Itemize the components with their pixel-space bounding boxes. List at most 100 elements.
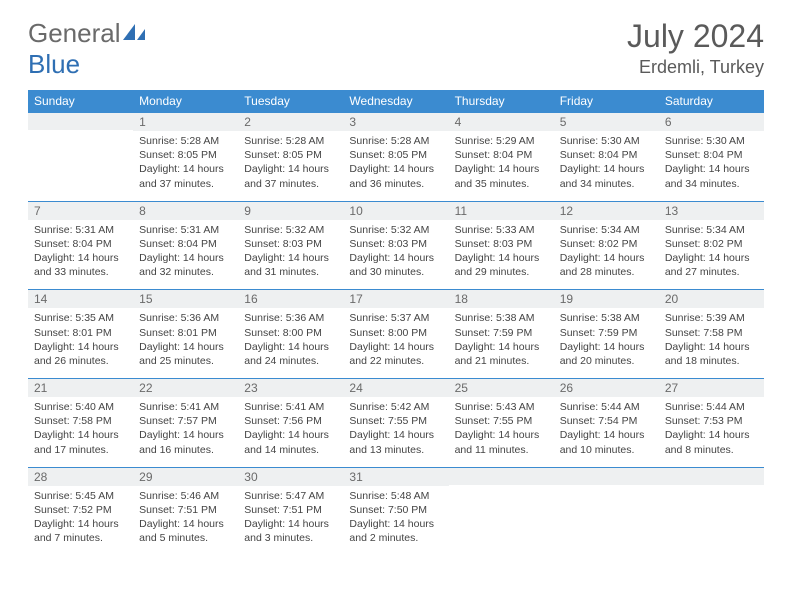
- day-details: Sunrise: 5:33 AMSunset: 8:03 PMDaylight:…: [449, 220, 554, 290]
- brand-logo: GeneralBlue: [28, 18, 151, 80]
- day-line: Sunset: 8:01 PM: [139, 326, 232, 340]
- day-line: Sunrise: 5:41 AM: [139, 400, 232, 414]
- day-line: Daylight: 14 hours: [139, 162, 232, 176]
- day-line: Sunset: 8:02 PM: [665, 237, 758, 251]
- day-details: Sunrise: 5:44 AMSunset: 7:54 PMDaylight:…: [554, 397, 659, 467]
- day-line: and 18 minutes.: [665, 354, 758, 368]
- day-line: and 5 minutes.: [139, 531, 232, 545]
- day-details: Sunrise: 5:28 AMSunset: 8:05 PMDaylight:…: [343, 131, 448, 201]
- dow-thursday: Thursday: [449, 90, 554, 113]
- day-line: Sunrise: 5:43 AM: [455, 400, 548, 414]
- day-line: and 32 minutes.: [139, 265, 232, 279]
- day-number: [449, 468, 554, 485]
- day-number: 22: [133, 379, 238, 397]
- day-of-week-row: Sunday Monday Tuesday Wednesday Thursday…: [28, 90, 764, 113]
- day-line: Sunrise: 5:34 AM: [560, 223, 653, 237]
- day-details: Sunrise: 5:32 AMSunset: 8:03 PMDaylight:…: [343, 220, 448, 290]
- day-details: Sunrise: 5:38 AMSunset: 7:59 PMDaylight:…: [554, 308, 659, 378]
- day-details: Sunrise: 5:41 AMSunset: 7:56 PMDaylight:…: [238, 397, 343, 467]
- day-line: and 11 minutes.: [455, 443, 548, 457]
- day-line: Daylight: 14 hours: [455, 340, 548, 354]
- day-line: Sunrise: 5:28 AM: [139, 134, 232, 148]
- day-details: Sunrise: 5:41 AMSunset: 7:57 PMDaylight:…: [133, 397, 238, 467]
- day-line: Sunset: 8:05 PM: [349, 148, 442, 162]
- day-details: Sunrise: 5:42 AMSunset: 7:55 PMDaylight:…: [343, 397, 448, 467]
- calendar-table: Sunday Monday Tuesday Wednesday Thursday…: [28, 90, 764, 555]
- day-details: [28, 130, 133, 188]
- day-line: Sunset: 7:53 PM: [665, 414, 758, 428]
- day-number: 9: [238, 202, 343, 220]
- day-line: Sunrise: 5:41 AM: [244, 400, 337, 414]
- day-details: Sunrise: 5:30 AMSunset: 8:04 PMDaylight:…: [659, 131, 764, 201]
- day-line: Sunset: 8:00 PM: [349, 326, 442, 340]
- day-details: Sunrise: 5:31 AMSunset: 8:04 PMDaylight:…: [28, 220, 133, 290]
- day-number: 1: [133, 113, 238, 131]
- day-line: Daylight: 14 hours: [139, 428, 232, 442]
- day-number: 21: [28, 379, 133, 397]
- day-cell: 5Sunrise: 5:30 AMSunset: 8:04 PMDaylight…: [554, 113, 659, 202]
- day-cell: 11Sunrise: 5:33 AMSunset: 8:03 PMDayligh…: [449, 201, 554, 290]
- day-cell: 19Sunrise: 5:38 AMSunset: 7:59 PMDayligh…: [554, 290, 659, 379]
- day-cell: 2Sunrise: 5:28 AMSunset: 8:05 PMDaylight…: [238, 113, 343, 202]
- day-line: Sunset: 8:04 PM: [560, 148, 653, 162]
- day-line: Sunrise: 5:30 AM: [665, 134, 758, 148]
- day-line: Daylight: 14 hours: [349, 428, 442, 442]
- day-line: Daylight: 14 hours: [665, 340, 758, 354]
- day-details: Sunrise: 5:36 AMSunset: 8:01 PMDaylight:…: [133, 308, 238, 378]
- day-cell: 6Sunrise: 5:30 AMSunset: 8:04 PMDaylight…: [659, 113, 764, 202]
- day-line: Daylight: 14 hours: [244, 340, 337, 354]
- dow-saturday: Saturday: [659, 90, 764, 113]
- day-line: Daylight: 14 hours: [244, 162, 337, 176]
- day-number: 5: [554, 113, 659, 131]
- week-row: 21Sunrise: 5:40 AMSunset: 7:58 PMDayligh…: [28, 379, 764, 468]
- day-line: Daylight: 14 hours: [665, 162, 758, 176]
- day-cell: 7Sunrise: 5:31 AMSunset: 8:04 PMDaylight…: [28, 201, 133, 290]
- day-line: Sunrise: 5:47 AM: [244, 489, 337, 503]
- day-line: Sunrise: 5:29 AM: [455, 134, 548, 148]
- week-row: 7Sunrise: 5:31 AMSunset: 8:04 PMDaylight…: [28, 201, 764, 290]
- week-row: 1Sunrise: 5:28 AMSunset: 8:05 PMDaylight…: [28, 113, 764, 202]
- day-line: and 21 minutes.: [455, 354, 548, 368]
- day-line: Sunrise: 5:38 AM: [560, 311, 653, 325]
- day-line: and 27 minutes.: [665, 265, 758, 279]
- day-cell: 22Sunrise: 5:41 AMSunset: 7:57 PMDayligh…: [133, 379, 238, 468]
- day-line: and 22 minutes.: [349, 354, 442, 368]
- day-line: and 34 minutes.: [560, 177, 653, 191]
- day-line: Sunrise: 5:28 AM: [244, 134, 337, 148]
- day-details: Sunrise: 5:43 AMSunset: 7:55 PMDaylight:…: [449, 397, 554, 467]
- day-line: Sunset: 8:03 PM: [349, 237, 442, 251]
- day-cell: 29Sunrise: 5:46 AMSunset: 7:51 PMDayligh…: [133, 467, 238, 555]
- day-cell: 10Sunrise: 5:32 AMSunset: 8:03 PMDayligh…: [343, 201, 448, 290]
- day-line: Daylight: 14 hours: [665, 428, 758, 442]
- day-line: Sunset: 7:59 PM: [455, 326, 548, 340]
- day-line: Sunrise: 5:36 AM: [139, 311, 232, 325]
- day-line: Daylight: 14 hours: [349, 340, 442, 354]
- day-line: Sunset: 7:58 PM: [34, 414, 127, 428]
- day-number: 29: [133, 468, 238, 486]
- day-cell: 15Sunrise: 5:36 AMSunset: 8:01 PMDayligh…: [133, 290, 238, 379]
- day-number: 10: [343, 202, 448, 220]
- day-line: Sunrise: 5:35 AM: [34, 311, 127, 325]
- day-number: 18: [449, 290, 554, 308]
- day-line: Sunset: 8:05 PM: [139, 148, 232, 162]
- day-line: Sunrise: 5:32 AM: [349, 223, 442, 237]
- day-details: Sunrise: 5:39 AMSunset: 7:58 PMDaylight:…: [659, 308, 764, 378]
- day-number: [659, 468, 764, 485]
- day-line: Sunrise: 5:31 AM: [34, 223, 127, 237]
- day-cell: [554, 467, 659, 555]
- day-details: Sunrise: 5:34 AMSunset: 8:02 PMDaylight:…: [659, 220, 764, 290]
- day-number: 30: [238, 468, 343, 486]
- day-number: 15: [133, 290, 238, 308]
- day-line: Daylight: 14 hours: [560, 428, 653, 442]
- day-cell: 24Sunrise: 5:42 AMSunset: 7:55 PMDayligh…: [343, 379, 448, 468]
- day-cell: 20Sunrise: 5:39 AMSunset: 7:58 PMDayligh…: [659, 290, 764, 379]
- day-line: Daylight: 14 hours: [244, 517, 337, 531]
- day-cell: 21Sunrise: 5:40 AMSunset: 7:58 PMDayligh…: [28, 379, 133, 468]
- day-number: 8: [133, 202, 238, 220]
- day-line: Sunrise: 5:44 AM: [560, 400, 653, 414]
- day-cell: 14Sunrise: 5:35 AMSunset: 8:01 PMDayligh…: [28, 290, 133, 379]
- location: Erdemli, Turkey: [627, 57, 764, 78]
- day-line: Daylight: 14 hours: [34, 340, 127, 354]
- brand-part2: Blue: [28, 49, 80, 79]
- day-details: Sunrise: 5:34 AMSunset: 8:02 PMDaylight:…: [554, 220, 659, 290]
